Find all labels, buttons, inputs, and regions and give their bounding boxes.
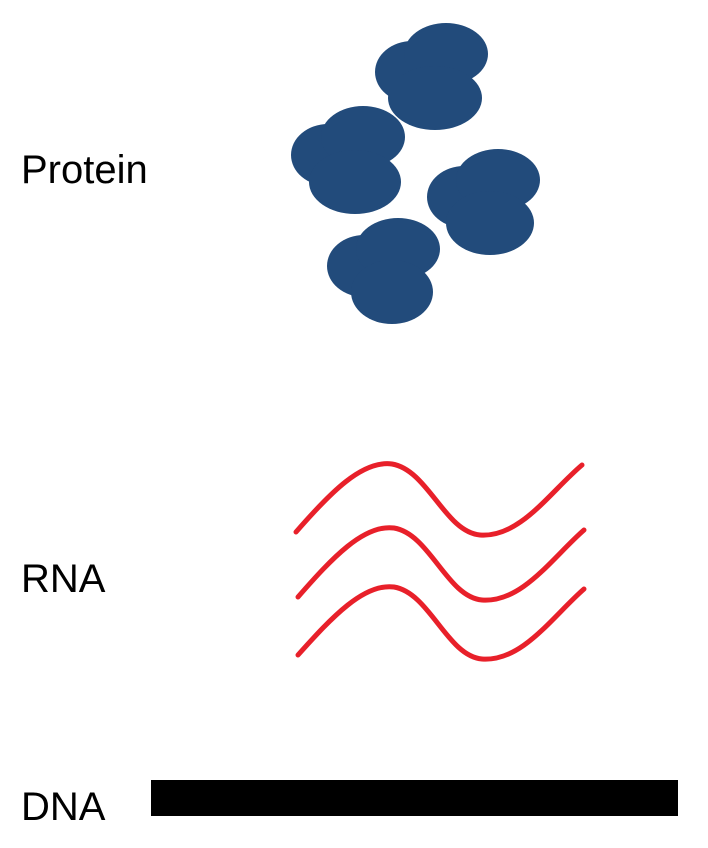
protein-molecule (291, 106, 405, 214)
protein-molecule (375, 23, 488, 130)
rna-strand (293, 461, 585, 538)
protein-label: Protein (21, 148, 148, 192)
rna-strand (295, 525, 587, 603)
rna-label: RNA (21, 557, 106, 601)
dna-bar-icon (151, 780, 678, 816)
rna-strand (295, 584, 587, 662)
rna-strand-icon (293, 461, 587, 662)
dna-label: DNA (21, 785, 106, 829)
protein-molecule (327, 218, 440, 324)
protein-cluster-icon (291, 23, 540, 324)
protein-molecule (427, 149, 540, 255)
